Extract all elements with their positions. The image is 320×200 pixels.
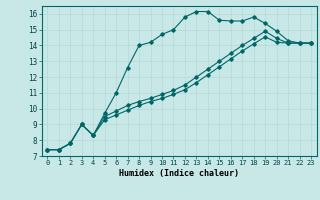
X-axis label: Humidex (Indice chaleur): Humidex (Indice chaleur) bbox=[119, 169, 239, 178]
